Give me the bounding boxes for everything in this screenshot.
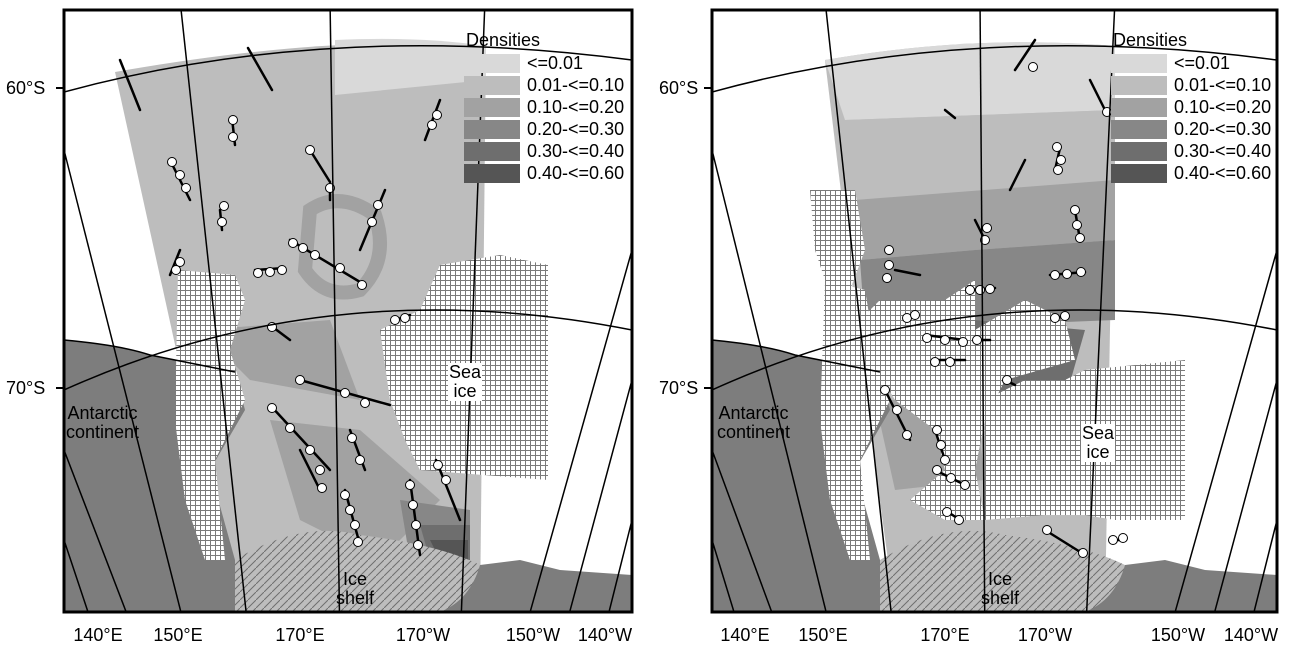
legend-title: Densities bbox=[1113, 30, 1188, 50]
legend-left: Densities <=0.01 0.01-<=0.10 0.10-<=0.20… bbox=[464, 30, 624, 184]
legend-swatch bbox=[464, 53, 520, 73]
sea-ice-north bbox=[810, 190, 1075, 520]
lat-label-70s: 70°S bbox=[659, 378, 699, 398]
legend-row: 0.10-<=0.20 bbox=[464, 96, 624, 118]
lat-label-70s: 70°S bbox=[6, 378, 46, 398]
label-ice-shelf: Ice shelf bbox=[981, 569, 1020, 608]
legend-row: 0.40-<=0.60 bbox=[1111, 162, 1271, 184]
lon-label-170e: 170°E bbox=[275, 625, 325, 645]
legend-row: 0.10-<=0.20 bbox=[1111, 96, 1271, 118]
legend-swatch bbox=[1111, 119, 1167, 139]
lon-label-150e: 150°E bbox=[798, 625, 848, 645]
label-ice-shelf: Ice shelf bbox=[336, 569, 375, 608]
lat-label-60s: 60°S bbox=[6, 78, 46, 98]
legend-row: 0.40-<=0.60 bbox=[464, 162, 624, 184]
lon-label-170w: 170°W bbox=[1017, 625, 1073, 645]
legend-row: 0.01-<=0.10 bbox=[464, 74, 624, 96]
lon-label-150e: 150°E bbox=[153, 625, 203, 645]
legend-row: 0.20-<=0.30 bbox=[464, 118, 624, 140]
map-panel-left: 60°S 70°S 140°E 150°E 170°E 170°W 150°W … bbox=[0, 0, 644, 648]
lon-label-150w: 150°W bbox=[505, 625, 561, 645]
lon-label-170e: 170°E bbox=[920, 625, 970, 645]
legend-row: 0.30-<=0.40 bbox=[464, 140, 624, 162]
map-canvas-right bbox=[704, 8, 1279, 614]
label-antarctic-continent: Antarctic continent bbox=[66, 403, 140, 442]
lon-label-140e: 140°E bbox=[720, 625, 770, 645]
label-sea-ice: Sea ice bbox=[1081, 423, 1116, 462]
lon-label-140e: 140°E bbox=[73, 625, 123, 645]
legend-right: Densities <=0.01 0.01-<=0.10 0.10-<=0.20… bbox=[1111, 30, 1271, 184]
legend-swatch bbox=[464, 141, 520, 161]
sea-ice-west bbox=[820, 280, 890, 560]
lon-label-140w: 140°W bbox=[1223, 625, 1279, 645]
legend-swatch bbox=[464, 97, 520, 117]
legend-swatch bbox=[464, 119, 520, 139]
legend-title: Densities bbox=[466, 30, 541, 50]
legend-swatch bbox=[1111, 97, 1167, 117]
legend-swatch bbox=[1111, 53, 1167, 73]
label-antarctic-continent: Antarctic continent bbox=[717, 403, 791, 442]
legend-swatch bbox=[1111, 75, 1167, 95]
legend-row: <=0.01 bbox=[464, 52, 624, 74]
lon-label-170w: 170°W bbox=[395, 625, 451, 645]
legend-row: <=0.01 bbox=[1111, 52, 1271, 74]
legend-row: 0.20-<=0.30 bbox=[1111, 118, 1271, 140]
label-sea-ice: Sea ice bbox=[448, 362, 483, 401]
legend-swatch bbox=[1111, 141, 1167, 161]
map-canvas-left bbox=[56, 8, 634, 614]
ice-shelf-area bbox=[880, 530, 1125, 612]
legend-swatch bbox=[1111, 163, 1167, 183]
lon-label-150w: 150°W bbox=[1150, 625, 1206, 645]
map-panel-right: 60°S 70°S 140°E 150°E 170°E 170°W 150°W … bbox=[645, 0, 1289, 648]
lat-label-60s: 60°S bbox=[659, 78, 699, 98]
legend-swatch bbox=[464, 163, 520, 183]
legend-row: 0.30-<=0.40 bbox=[1111, 140, 1271, 162]
lon-label-140w: 140°W bbox=[577, 625, 633, 645]
legend-swatch bbox=[464, 75, 520, 95]
legend-row: 0.01-<=0.10 bbox=[1111, 74, 1271, 96]
